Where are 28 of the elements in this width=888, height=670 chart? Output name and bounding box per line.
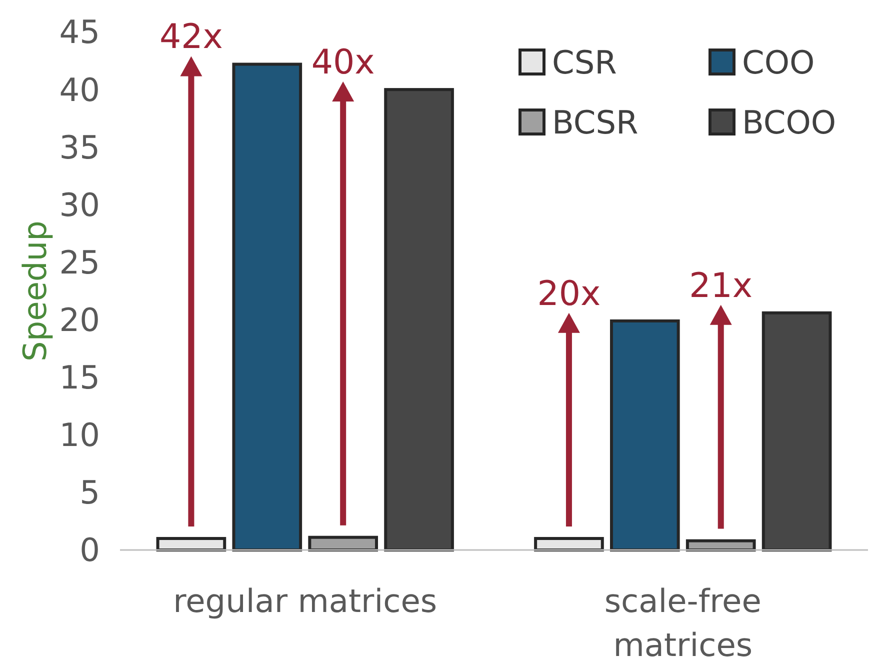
annotation: 20x [537,274,601,314]
bar [534,536,604,552]
annotation: 42x [160,17,223,58]
x-tick-label: scale-free matrices [604,582,762,664]
y-tick-label: 30 [59,186,100,224]
y-tick-label: 40 [59,70,100,109]
legend-label: BCOO [742,104,836,142]
bar [156,536,226,552]
x-tick-label: regular matrices [173,582,438,620]
y-tick-label: 25 [59,243,100,282]
y-tick-label: 20 [59,300,100,339]
y-tick-label: 35 [59,128,100,166]
legend-label: CSR [552,44,617,82]
y-tick-label: 0 [80,531,100,570]
y-tick-label: 45 [59,13,100,52]
y-tick-label: 10 [59,416,100,454]
legend-label: COO [742,44,815,82]
y-tick-label: 15 [59,358,100,397]
annotation: 40x [311,42,375,83]
bar [762,311,832,552]
annotation: 21x [689,266,753,306]
bar [610,319,680,552]
bar [232,62,302,552]
bar [384,88,454,552]
legend-label: BCSR [552,104,638,142]
bar [308,536,378,552]
y-tick-label: 5 [80,474,100,512]
y-axis-title: Speedup [16,220,54,362]
